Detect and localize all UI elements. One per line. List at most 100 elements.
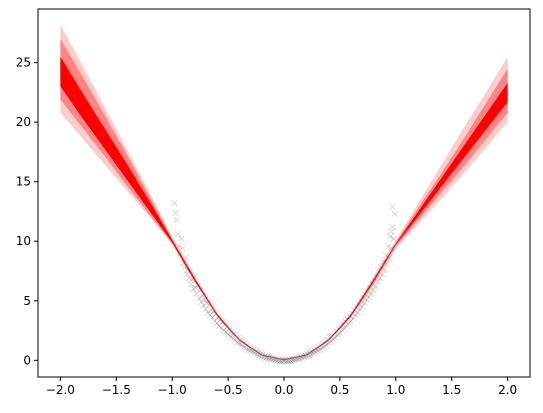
scatter-point — [319, 340, 327, 348]
scatter-point — [222, 328, 230, 336]
scatter-point — [349, 315, 357, 322]
scatter-point — [347, 317, 355, 325]
scatter-point — [250, 346, 258, 353]
scatter-point — [224, 330, 232, 338]
scatter-point — [374, 278, 382, 286]
scatter-point — [270, 355, 278, 362]
scatter-point — [257, 349, 264, 357]
scatter-point — [366, 284, 374, 292]
scatter-point — [316, 346, 324, 353]
scatter-point — [213, 320, 221, 327]
y-tick-label: 15 — [16, 175, 31, 189]
scatter-point — [284, 356, 291, 364]
scatter-point — [320, 343, 328, 350]
scatter-point — [360, 294, 367, 302]
scatter-point — [332, 333, 339, 341]
scatter-point — [171, 199, 178, 207]
x-tick-label: −1.0 — [158, 383, 187, 397]
scatter-point — [379, 271, 386, 278]
scatter-point — [358, 303, 366, 311]
scatter-point — [357, 298, 365, 305]
scatter-point — [382, 252, 390, 259]
scatter-point — [268, 354, 276, 362]
scatter-point — [363, 296, 371, 303]
scatter-point — [336, 329, 344, 337]
x-tick-label: −2.0 — [46, 383, 75, 397]
x-tick-label: −1.5 — [102, 383, 131, 397]
scatter-point — [370, 286, 377, 294]
scatter-point — [225, 326, 233, 333]
scatter-point — [205, 300, 213, 308]
scatter-point — [309, 349, 317, 357]
scatter-point — [389, 223, 396, 231]
scatter-point — [387, 228, 395, 236]
scatter-point — [258, 353, 265, 361]
scatter-point — [248, 345, 255, 352]
scatter-point — [371, 277, 378, 284]
scatter-point — [242, 345, 250, 352]
scatter-point — [386, 233, 394, 240]
scatter-point — [211, 317, 219, 325]
scatter-point — [202, 305, 210, 313]
scatter-point — [330, 330, 338, 337]
scatter-point — [377, 264, 385, 271]
scatter-point — [279, 356, 287, 364]
prediction-bands — [60, 24, 508, 361]
y-axis: 0 5 10 15 20 25 — [16, 56, 38, 367]
scatter-point — [390, 235, 397, 243]
scatter-point — [237, 336, 244, 344]
scatter-point — [259, 351, 267, 358]
scatter-point — [296, 355, 304, 362]
scatter-point — [175, 242, 183, 250]
scatter-point — [199, 292, 206, 300]
scatter-point — [389, 203, 396, 211]
scatter-point — [261, 352, 269, 359]
scatter-point — [354, 309, 362, 317]
scatter-point — [384, 243, 392, 251]
scatter-point — [303, 352, 310, 360]
scatter-point — [362, 291, 369, 299]
scatter-point — [196, 286, 204, 294]
y-tick-label: 20 — [16, 115, 31, 129]
scatter-point — [267, 355, 274, 363]
scatter-point — [251, 349, 259, 357]
scatter-point — [323, 341, 330, 349]
x-tick-label: −0.5 — [214, 383, 243, 397]
scatter-point — [186, 267, 194, 275]
x-tick-label: 0.0 — [274, 383, 293, 397]
scatter-point — [338, 327, 346, 334]
scatter-point — [292, 354, 300, 362]
scatter-point — [307, 351, 315, 358]
scatter-point — [376, 274, 384, 282]
scatter-point — [318, 344, 326, 352]
scatter-point — [231, 336, 239, 344]
scatter-point — [180, 259, 187, 267]
scatter-point — [214, 314, 222, 321]
scatter-point — [290, 355, 298, 363]
y-tick-label: 10 — [16, 234, 31, 248]
scatter-point — [276, 358, 283, 365]
scatter-point — [266, 353, 273, 361]
scatter-point — [301, 351, 309, 359]
scatter-point — [385, 254, 393, 262]
scatter-point — [365, 293, 373, 301]
scatter-point — [315, 343, 323, 351]
scatter-point — [194, 281, 202, 289]
scatter-point — [305, 351, 312, 359]
y-tick-label: 0 — [23, 353, 31, 367]
scatter-point — [200, 302, 207, 309]
scatter-point — [277, 356, 284, 364]
scatter-point — [221, 321, 229, 328]
scatter-point — [188, 275, 196, 283]
scatter-point — [228, 328, 235, 336]
scatter-point — [174, 230, 182, 238]
scatter-point — [260, 353, 268, 361]
x-axis: −2.0 −1.5 −1.0 −0.5 0.0 0.5 1.0 1.5 2.0 — [46, 377, 517, 397]
scatter-point — [264, 355, 272, 362]
scatter-point — [234, 334, 242, 342]
scatter-point — [343, 322, 350, 330]
scatter-point — [209, 314, 216, 321]
scatter-point — [335, 326, 343, 333]
axes-frame — [37, 8, 531, 378]
scatter-point — [280, 357, 288, 365]
